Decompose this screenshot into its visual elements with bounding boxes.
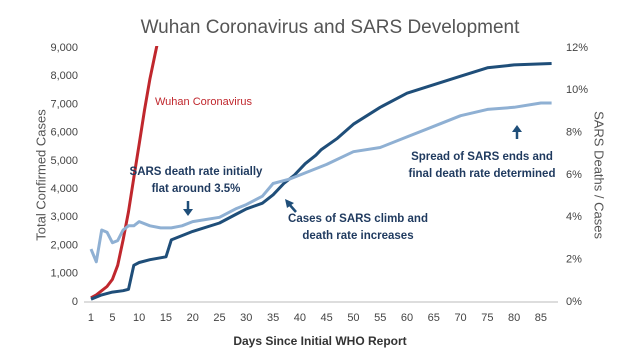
arrow-head: [183, 209, 193, 216]
x-tick-label: 40: [294, 312, 306, 324]
y-tick-label: 2,000: [50, 239, 78, 251]
annotation: final death rate determined: [409, 168, 556, 180]
arrow-head: [285, 199, 294, 208]
y2-tick-label: 10%: [566, 84, 588, 96]
y-tick-label: 4,000: [50, 183, 78, 195]
x-tick-label: 70: [454, 312, 466, 324]
annotation: flat around 3.5%: [152, 183, 241, 195]
annotation: Cases of SARS climb and: [288, 213, 428, 225]
x-tick-label: 30: [240, 312, 252, 324]
y-tick-label: 6,000: [50, 127, 78, 139]
series-line: [90, 46, 159, 300]
x-tick-label: 50: [347, 312, 359, 324]
annotation: SARS death rate initially: [130, 166, 264, 178]
series-label: Wuhan Coronavirus: [155, 96, 253, 108]
y2-tick-label: 0%: [566, 296, 582, 308]
x-tick-label: 55: [374, 312, 386, 324]
y-tick-label: 1,000: [50, 268, 78, 280]
y2-tick-label: 8%: [566, 127, 582, 139]
y-axis-label: Total Confirmed Cases: [33, 109, 48, 241]
plot-area: [89, 46, 552, 301]
x-tick-label: 5: [109, 312, 115, 324]
x-tick-label: 75: [481, 312, 493, 324]
x-tick-label: 20: [187, 312, 199, 324]
chart-title: Wuhan Coronavirus and SARS Development: [141, 17, 521, 38]
y-tick-label: 9,000: [50, 42, 78, 54]
x-tick-label: 60: [401, 312, 413, 324]
y-tick-label: 3,000: [50, 211, 78, 223]
x-tick-label: 15: [160, 312, 172, 324]
annotation: Spread of SARS ends and: [411, 151, 553, 163]
x-tick-label: 45: [321, 312, 333, 324]
x-tick-label: 25: [213, 312, 225, 324]
y-tick-label: 8,000: [50, 70, 78, 82]
y-tick-label: 7,000: [50, 98, 78, 110]
y2-axis-label: SARS Deaths / Cases: [592, 111, 607, 239]
x-tick-label: 10: [133, 312, 145, 324]
series-line: [89, 101, 552, 264]
x-tick-label: 85: [535, 312, 547, 324]
x-tick-label: 65: [428, 312, 440, 324]
y-tick-label: 5,000: [50, 155, 78, 167]
x-tick-label: 35: [267, 312, 279, 324]
y2-tick-label: 4%: [566, 211, 582, 223]
annotation: death rate increases: [302, 230, 413, 242]
y2-tick-label: 6%: [566, 169, 582, 181]
x-tick-label: 1: [88, 312, 94, 324]
x-axis-label: Days Since Initial WHO Report: [233, 334, 406, 348]
x-tick-label: 80: [508, 312, 520, 324]
arrows: [183, 125, 522, 216]
series-line: [90, 62, 552, 301]
y-tick-label: 0: [72, 296, 78, 308]
arrow-head: [512, 125, 522, 132]
y2-tick-label: 2%: [566, 254, 582, 266]
y2-tick-label: 12%: [566, 42, 588, 54]
